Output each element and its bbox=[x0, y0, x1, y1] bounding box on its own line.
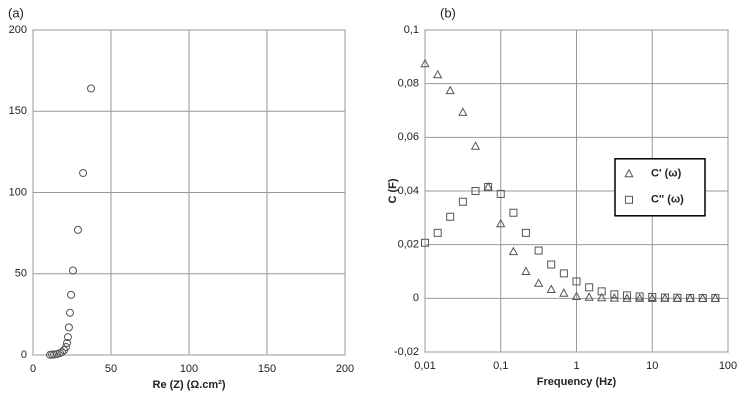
square-point bbox=[547, 260, 556, 269]
x-tick-label: 0 bbox=[30, 363, 36, 375]
square-point bbox=[660, 293, 669, 302]
triangle-point bbox=[584, 292, 594, 301]
square-point bbox=[572, 277, 581, 286]
panel-label: (a) bbox=[8, 5, 24, 20]
triangle-point bbox=[634, 293, 645, 302]
x-tick-label: 1 bbox=[573, 360, 579, 372]
circle-point bbox=[67, 290, 76, 299]
square-point bbox=[559, 269, 568, 278]
triangle-point bbox=[470, 141, 481, 150]
square-point bbox=[446, 212, 455, 221]
triangle-point bbox=[445, 85, 455, 95]
y-tick-label: 0,08 bbox=[398, 78, 419, 90]
triangle-point bbox=[647, 293, 657, 302]
square-point bbox=[496, 189, 505, 198]
circle-point bbox=[60, 346, 69, 355]
square-point bbox=[484, 182, 493, 191]
triangle-point bbox=[483, 181, 493, 191]
x-axis-label: Frequency (Hz) bbox=[537, 376, 617, 388]
square-point bbox=[686, 294, 695, 303]
triangle-point bbox=[420, 58, 430, 68]
square-point bbox=[433, 228, 442, 237]
circle-point bbox=[73, 225, 82, 234]
square-point bbox=[585, 283, 594, 292]
triangle-point bbox=[496, 218, 506, 228]
triangle-point bbox=[546, 284, 556, 293]
circle-point bbox=[63, 333, 72, 342]
x-tick-label: 50 bbox=[105, 363, 117, 375]
square-point bbox=[421, 238, 429, 247]
triangle-point bbox=[571, 291, 582, 300]
square-point bbox=[711, 294, 720, 303]
circle-point bbox=[65, 308, 74, 317]
y-tick-label: 200 bbox=[9, 24, 27, 36]
square-point bbox=[622, 291, 631, 300]
square-point bbox=[610, 290, 619, 299]
y-tick-label: 50 bbox=[15, 268, 27, 280]
legend-label: C'' (ω) bbox=[651, 194, 684, 206]
y-tick-label: 100 bbox=[9, 186, 27, 198]
circle-point bbox=[68, 266, 77, 275]
y-tick-label: 0 bbox=[413, 292, 419, 304]
legend-box bbox=[614, 158, 706, 217]
x-tick-label: 10 bbox=[646, 360, 658, 372]
triangle-point bbox=[533, 278, 544, 287]
x-axis-label: Re (Z) (Ω.cm²) bbox=[153, 379, 226, 391]
y-tick-label: 0,02 bbox=[398, 239, 419, 251]
x-tick-label: 200 bbox=[336, 363, 354, 375]
y-axis-label: C (F) bbox=[387, 178, 399, 203]
square-point bbox=[698, 294, 707, 303]
triangle-point bbox=[433, 69, 443, 79]
circle-point bbox=[46, 350, 55, 359]
legend-label: C' (ω) bbox=[651, 168, 682, 180]
x-tick-label: 0,1 bbox=[493, 360, 508, 372]
triangle-point bbox=[521, 266, 531, 275]
square-point bbox=[534, 246, 543, 255]
legend-marker bbox=[625, 195, 633, 204]
y-tick-label: 0,06 bbox=[398, 131, 419, 143]
circle-point bbox=[87, 84, 96, 93]
circle-point bbox=[64, 323, 73, 332]
square-point bbox=[521, 228, 530, 237]
triangle-point bbox=[458, 107, 468, 116]
x-tick-label: 100 bbox=[719, 360, 737, 372]
square-point bbox=[471, 187, 480, 195]
x-tick-label: 100 bbox=[180, 363, 198, 375]
y-tick-label: 0,1 bbox=[404, 24, 419, 36]
y-tick-label: 0,04 bbox=[398, 185, 419, 197]
square-point bbox=[635, 292, 644, 301]
square-point bbox=[458, 197, 467, 206]
triangle-point bbox=[622, 293, 632, 302]
panel-label: (b) bbox=[440, 5, 456, 20]
triangle-point bbox=[559, 288, 569, 297]
square-point bbox=[673, 293, 682, 302]
x-tick-label: 0,01 bbox=[414, 360, 435, 372]
circle-point bbox=[63, 338, 72, 347]
square-point bbox=[509, 208, 518, 217]
square-point bbox=[597, 287, 606, 296]
square-point bbox=[648, 292, 657, 301]
y-tick-label: 0 bbox=[21, 349, 27, 361]
y-tick-label: 150 bbox=[9, 105, 27, 117]
legend-marker bbox=[624, 168, 634, 178]
circle-point bbox=[79, 169, 88, 177]
x-tick-label: 150 bbox=[258, 363, 276, 375]
y-tick-label: -0,02 bbox=[394, 346, 419, 358]
triangle-point bbox=[597, 292, 607, 302]
triangle-point bbox=[508, 246, 519, 256]
